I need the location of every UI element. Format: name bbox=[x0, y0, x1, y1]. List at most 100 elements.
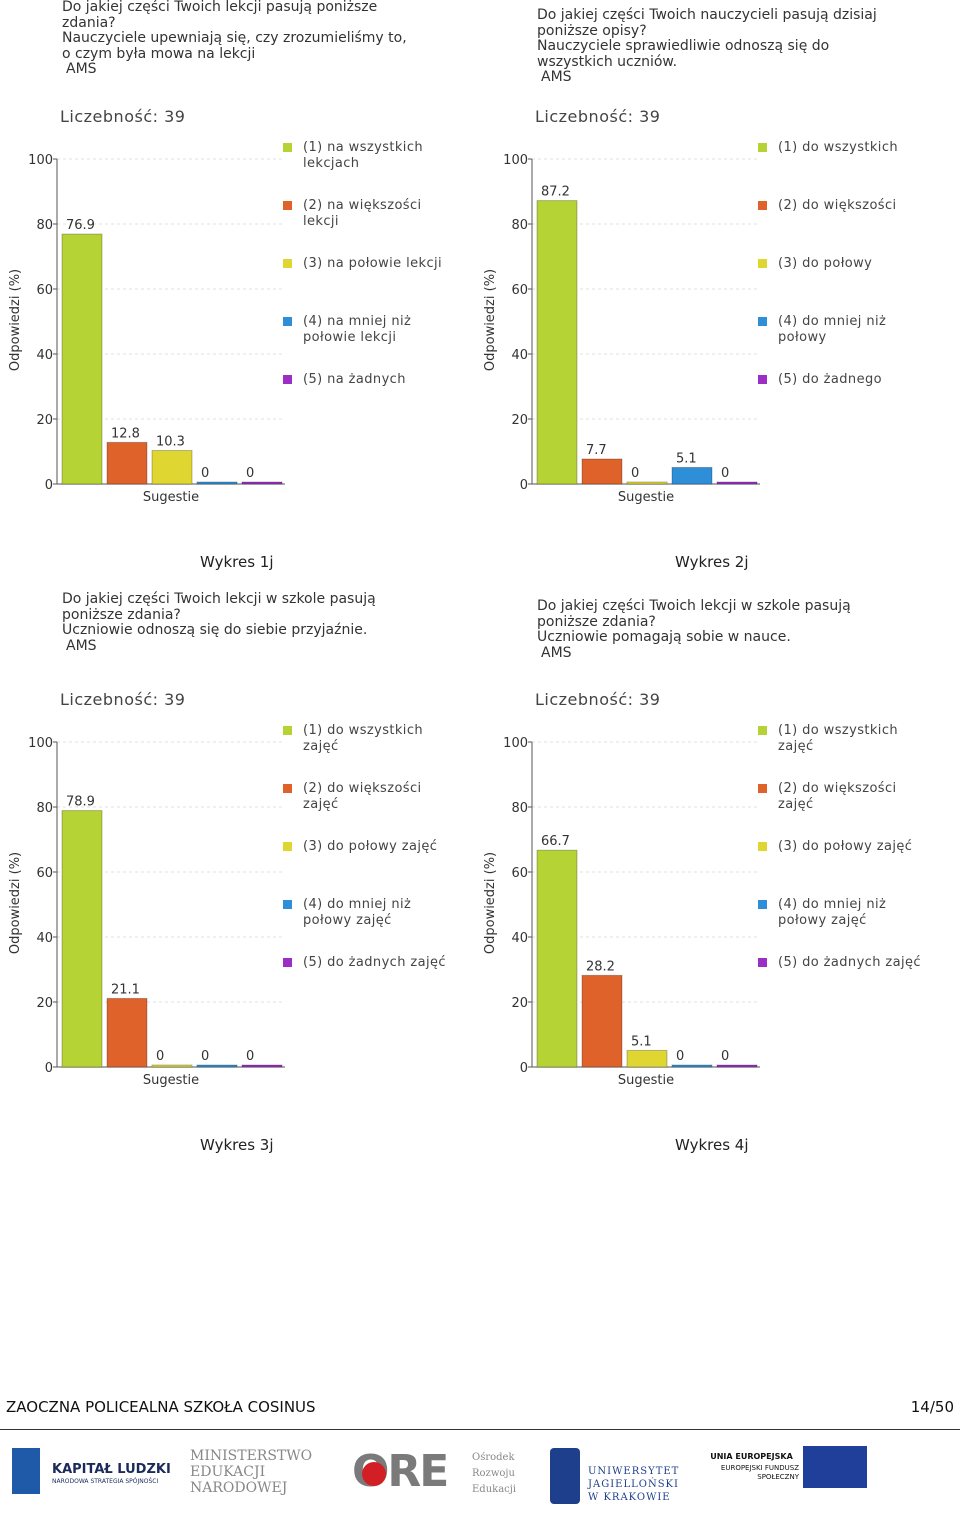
y-tick-label: 0 bbox=[520, 1061, 528, 1076]
legend-item: (2) do większości zajęć bbox=[758, 781, 923, 812]
y-tick-label: 40 bbox=[511, 348, 528, 363]
legend-swatch bbox=[758, 900, 767, 909]
legend-item: (1) do wszystkich zajęć bbox=[283, 723, 448, 754]
legend-item: (5) do żadnych zajęć bbox=[283, 955, 448, 971]
chart-heading: Do jakiej części Twoich lekcji w szkole … bbox=[62, 591, 412, 654]
question: Do jakiej części Twoich lekcji w szkole … bbox=[537, 598, 851, 630]
legend-item: (3) do połowy bbox=[758, 256, 923, 272]
legend-item: (5) na żadnych bbox=[283, 372, 448, 388]
logo-text: EUROPEJSKI FUNDUSZ SPOŁECZNY bbox=[720, 1464, 799, 1481]
value-label: 10.3 bbox=[156, 435, 185, 450]
value-label: 12.8 bbox=[111, 426, 140, 441]
logo-text: Ośrodek Rozwoju Edukacji bbox=[472, 1452, 517, 1495]
count-label: Liczebność: 39 bbox=[535, 107, 661, 126]
legend-swatch bbox=[283, 958, 292, 967]
bar bbox=[241, 481, 283, 485]
value-label: 78.9 bbox=[66, 795, 95, 810]
legend-label: (2) do większości bbox=[778, 198, 897, 213]
legend-swatch bbox=[758, 317, 767, 326]
y-axis-label: Odpowiedzi (%) bbox=[8, 852, 23, 954]
bar bbox=[536, 849, 578, 1068]
legend-swatch bbox=[283, 900, 292, 909]
value-label: 0 bbox=[721, 1049, 729, 1064]
legend-swatch bbox=[283, 143, 292, 152]
y-axis-label: Odpowiedzi (%) bbox=[483, 852, 498, 954]
legend-label: (4) na mniej niż połowie lekcji bbox=[303, 314, 412, 345]
y-tick-label: 100 bbox=[28, 736, 53, 751]
y-tick-label: 60 bbox=[36, 283, 53, 298]
legend-swatch bbox=[283, 375, 292, 384]
footer-left: ZAOCZNA POLICEALNA SZKOŁA COSINUS bbox=[6, 1398, 316, 1416]
y-tick-label: 0 bbox=[520, 478, 528, 493]
value-label: 5.1 bbox=[676, 451, 697, 466]
y-tick-label: 20 bbox=[36, 413, 53, 428]
bar bbox=[106, 441, 148, 485]
legend-item: (1) na wszystkich lekcjach bbox=[283, 140, 448, 171]
legend-label: (1) do wszystkich bbox=[778, 140, 899, 155]
value-label: 0 bbox=[676, 1049, 684, 1064]
y-tick-label: 0 bbox=[45, 478, 53, 493]
legend-swatch bbox=[283, 201, 292, 210]
value-label: 0 bbox=[156, 1049, 164, 1064]
caption: Wykres 3j bbox=[200, 1136, 274, 1154]
value-label: 0 bbox=[246, 466, 254, 481]
statement: Nauczyciele upewniają się, czy zrozumiel… bbox=[62, 30, 407, 62]
value-label: 0 bbox=[631, 466, 639, 481]
bar bbox=[196, 1064, 238, 1068]
y-tick-label: 80 bbox=[511, 801, 528, 816]
count-label: Liczebność: 39 bbox=[60, 690, 186, 709]
legend-label: (5) do żadnych zajęć bbox=[303, 955, 446, 970]
legend-item: (1) do wszystkich zajęć bbox=[758, 723, 923, 754]
footer-rule bbox=[0, 1429, 960, 1430]
legend-label: (5) do żadnych zajęć bbox=[778, 955, 921, 970]
bar bbox=[106, 997, 148, 1068]
bar bbox=[151, 1064, 193, 1068]
legend-label: (2) na większości lekcji bbox=[303, 198, 422, 229]
y-axis-label: Odpowiedzi (%) bbox=[8, 269, 23, 371]
legend-item: (4) do mniej niż połowy bbox=[758, 314, 923, 345]
legend-label: (1) do wszystkich zajęć bbox=[778, 723, 899, 754]
logo-text: UNIWERSYTET JAGIELLOŃSKI W KRAKOWIE bbox=[588, 1466, 680, 1503]
legend-swatch bbox=[283, 842, 292, 851]
legend-swatch bbox=[758, 726, 767, 735]
note: AMS bbox=[541, 644, 572, 661]
y-tick-label: 20 bbox=[511, 996, 528, 1011]
legend-label: (3) do połowy zajęć bbox=[778, 839, 913, 854]
y-tick-label: 100 bbox=[28, 153, 53, 168]
x-axis-label: Sugestie bbox=[618, 1073, 674, 1088]
y-tick-label: 40 bbox=[36, 348, 53, 363]
legend-item: (4) do mniej niż połowy zajęć bbox=[758, 897, 923, 928]
chart-heading: Do jakiej części Twoich nauczycieli pasu… bbox=[537, 7, 887, 86]
logo-text: NARODOWA STRATEGIA SPÓJNOŚCI bbox=[52, 1478, 159, 1485]
question: Do jakiej części Twoich nauczycieli pasu… bbox=[537, 7, 877, 39]
bar bbox=[61, 233, 103, 485]
legend-item: (3) do połowy zajęć bbox=[283, 839, 448, 855]
note: AMS bbox=[66, 61, 97, 78]
legend-swatch bbox=[758, 375, 767, 384]
legend-swatch bbox=[758, 143, 767, 152]
question: Do jakiej części Twoich lekcji w szkole … bbox=[62, 591, 376, 623]
value-label: 76.9 bbox=[66, 218, 95, 233]
legend-item: (5) do żadnych zajęć bbox=[758, 955, 923, 971]
legend-label: (5) do żadnego bbox=[778, 372, 882, 387]
uj-crest bbox=[550, 1448, 580, 1504]
y-tick-label: 80 bbox=[36, 801, 53, 816]
y-tick-label: 20 bbox=[36, 996, 53, 1011]
legend-label: (3) do połowy zajęć bbox=[303, 839, 438, 854]
legend-item: (2) do większości zajęć bbox=[283, 781, 448, 812]
legend-label: (2) do większości zajęć bbox=[778, 781, 897, 812]
chart-heading: Do jakiej części Twoich lekcji pasują po… bbox=[62, 0, 412, 78]
caption: Wykres 1j bbox=[200, 553, 274, 571]
bar bbox=[196, 481, 238, 485]
question: Do jakiej części Twoich lekcji pasują po… bbox=[62, 0, 378, 31]
note: AMS bbox=[541, 69, 572, 86]
legend-item: (3) na połowie lekcji bbox=[283, 256, 448, 272]
legend-label: (4) do mniej niż połowy bbox=[778, 314, 887, 345]
value-label: 7.7 bbox=[586, 443, 607, 458]
value-label: 0 bbox=[246, 1049, 254, 1064]
bar bbox=[716, 481, 758, 485]
bar bbox=[536, 200, 578, 485]
legend-label: (3) do połowy bbox=[778, 256, 873, 271]
eu-flag bbox=[803, 1446, 867, 1488]
